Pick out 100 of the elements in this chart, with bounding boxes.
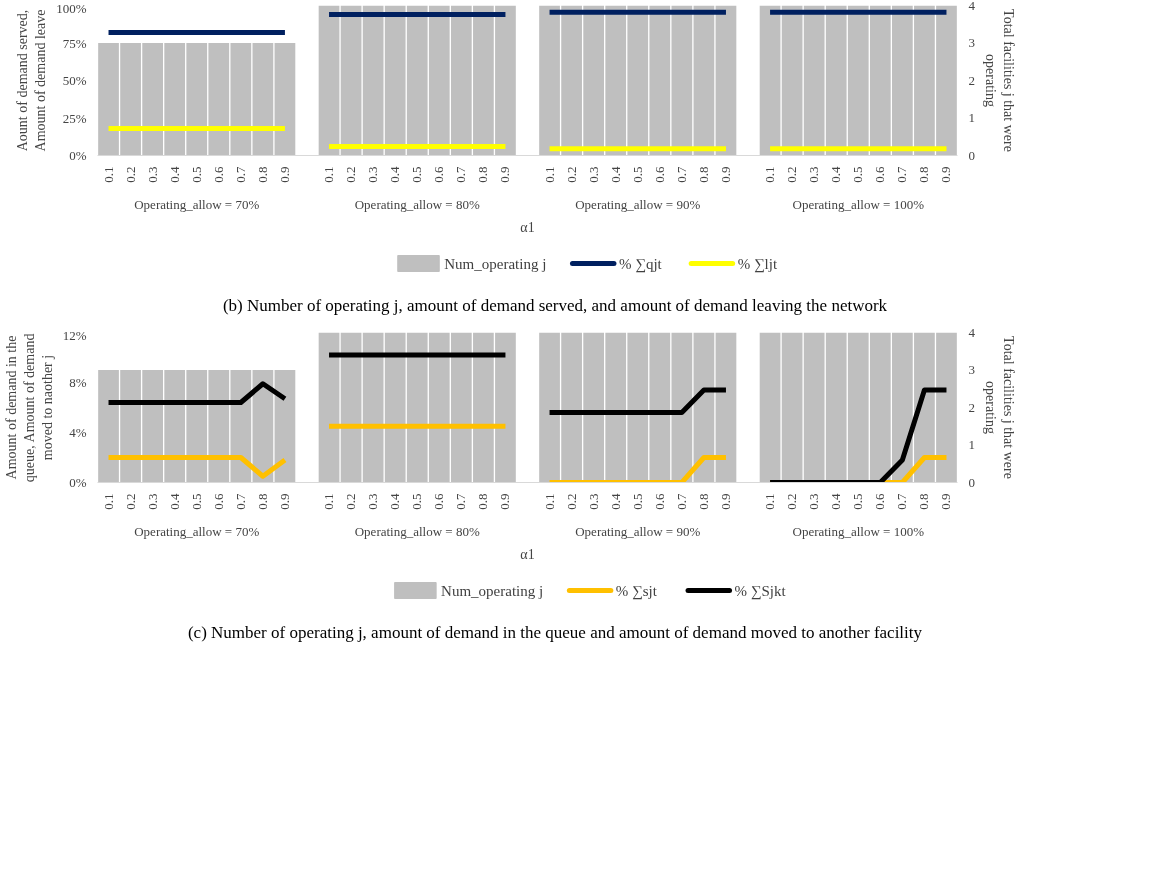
y2-tick-label: 2 — [968, 399, 975, 415]
y-axis-title: Aount of demand served, Amount of demand leave — [15, 9, 49, 152]
x-tick-label: 0.6 — [872, 493, 888, 511]
x-tick-label: 0.9 — [497, 493, 513, 511]
text: Operating_allow = 100% — [792, 523, 925, 539]
x-tick-label: 0.8 — [695, 493, 711, 511]
x-tick-label: 0.6 — [210, 166, 226, 183]
x-axis-title: α1 — [520, 219, 535, 235]
x-tick-label: 0.7 — [894, 493, 910, 511]
x-tick-label: 0.9 — [717, 493, 733, 511]
x-tick-label: 0.3 — [365, 166, 381, 183]
x-tick-label: 0.3 — [144, 166, 160, 183]
x-tick-label: 0.6 — [210, 493, 226, 511]
text: Operating_allow = 70% — [134, 523, 260, 539]
x-tick-label: 0.2 — [563, 166, 579, 183]
legend-label: Num_operating j — [441, 582, 544, 599]
text: Operating_allow = 80% — [354, 196, 480, 212]
x-tick-label: 0.6 — [651, 493, 667, 511]
x-tick-label: 0.2 — [563, 493, 579, 511]
y-tick-label: 50% — [62, 73, 87, 88]
text: Operating_allow = 70% — [134, 196, 260, 212]
x-tick-label: 0.3 — [585, 166, 601, 183]
x-tick-label: 0.9 — [717, 166, 733, 183]
x-tick-label: 0.1 — [321, 493, 337, 511]
legend-label: % ∑ljt — [737, 255, 778, 273]
y-tick-label: 0% — [69, 475, 87, 491]
x-tick-label: 0.8 — [916, 493, 932, 511]
text: Operating_allow = 80% — [354, 523, 480, 539]
x-tick-label: 0.4 — [607, 166, 623, 183]
x-tick-label: 0.8 — [254, 166, 270, 183]
x-tick-label: 0.8 — [475, 166, 491, 183]
x-tick-label: 0.3 — [144, 493, 160, 511]
legend-label: % ∑sjt — [615, 582, 658, 600]
x-tick-label: 0.4 — [607, 493, 623, 511]
x-tick-label: 0.1 — [541, 166, 557, 183]
x-tick-label: 0.2 — [784, 493, 800, 511]
y-tick-label: 12% — [62, 327, 87, 343]
x-tick-label: 0.5 — [629, 166, 645, 183]
x-tick-label: 0.8 — [475, 493, 491, 511]
x-tick-label: 0.1 — [100, 493, 116, 511]
x-tick-label: 0.2 — [784, 166, 800, 183]
x-tick-label: 0.3 — [806, 166, 822, 183]
x-tick-label: 0.2 — [343, 166, 359, 183]
x-tick-label: 0.9 — [938, 166, 954, 183]
x-tick-label: 0.2 — [343, 493, 359, 511]
x-tick-label: 0.1 — [321, 166, 337, 183]
y2-tick-label: 1 — [968, 437, 975, 453]
x-tick-label: 0.5 — [409, 493, 425, 511]
y-tick-label: 25% — [62, 110, 87, 126]
y-tick-label: 0% — [69, 148, 87, 163]
x-tick-label: 0.7 — [673, 493, 689, 511]
x-tick-label: 0.6 — [431, 166, 447, 183]
x-tick-label: 0.5 — [409, 166, 425, 183]
legend-label: Num_operating j — [444, 255, 547, 272]
x-tick-label: 0.3 — [585, 493, 601, 511]
x-tick-label: 0.9 — [276, 166, 292, 183]
x-tick-label: 0.6 — [431, 493, 447, 511]
x-tick-label: 0.7 — [232, 166, 248, 183]
text: (b) Number of operating j, amount of demand served, and amount of demand leaving the network — [222, 295, 888, 317]
x-tick-label: 0.9 — [497, 166, 513, 183]
x-tick-label: 0.5 — [629, 493, 645, 511]
x-tick-label: 0.1 — [762, 493, 778, 511]
y-tick-label: 100% — [56, 0, 87, 16]
x-tick-label: 0.4 — [828, 493, 844, 511]
x-tick-label: 0.8 — [916, 166, 932, 183]
x-tick-label: 0.3 — [806, 493, 822, 511]
y2-tick-label: 1 — [968, 110, 975, 125]
text: Operating_allow = 90% — [575, 196, 701, 212]
x-tick-label: 0.8 — [695, 166, 711, 183]
y2-tick-label: 0 — [968, 474, 975, 490]
x-tick-label: 0.4 — [387, 166, 403, 183]
y2-tick-label: 3 — [968, 362, 975, 378]
x-tick-label: 0.1 — [100, 166, 116, 183]
x-tick-label: 0.5 — [188, 166, 204, 183]
x-tick-label: 0.2 — [122, 166, 138, 183]
legend-label: % ∑Sjkt — [734, 582, 787, 600]
x-tick-label: 0.7 — [673, 166, 689, 183]
y-axis-title: Amount of demand in the queue, Amount of demand moved to naother j — [3, 333, 55, 483]
x-tick-label: 0.4 — [166, 493, 182, 511]
x-tick-label: 0.6 — [651, 166, 667, 183]
x-tick-label: 0.7 — [453, 166, 469, 183]
x-tick-label: 0.1 — [541, 493, 557, 511]
x-tick-label: 0.4 — [387, 493, 403, 511]
x-tick-label: 0.7 — [894, 166, 910, 183]
x-tick-label: 0.9 — [276, 493, 292, 511]
x-tick-label: 0.5 — [188, 493, 204, 511]
y2-tick-label: 0 — [968, 147, 975, 163]
x-axis-title: α1 — [520, 546, 535, 562]
y2-axis-title: Total facilities j that were operating — [983, 336, 1016, 480]
x-tick-label: 0.3 — [365, 493, 381, 511]
y2-tick-label: 3 — [968, 35, 975, 50]
x-tick-label: 0.2 — [122, 493, 138, 511]
text: Operating_allow = 90% — [575, 523, 701, 539]
y2-tick-label: 2 — [968, 72, 975, 88]
x-tick-label: 0.7 — [453, 493, 469, 511]
y-tick-label: 8% — [69, 375, 87, 391]
text: Operating_allow = 100% — [792, 196, 925, 212]
x-tick-label: 0.4 — [166, 166, 182, 183]
x-tick-label: 0.9 — [938, 493, 954, 511]
x-tick-label: 0.7 — [232, 493, 248, 511]
